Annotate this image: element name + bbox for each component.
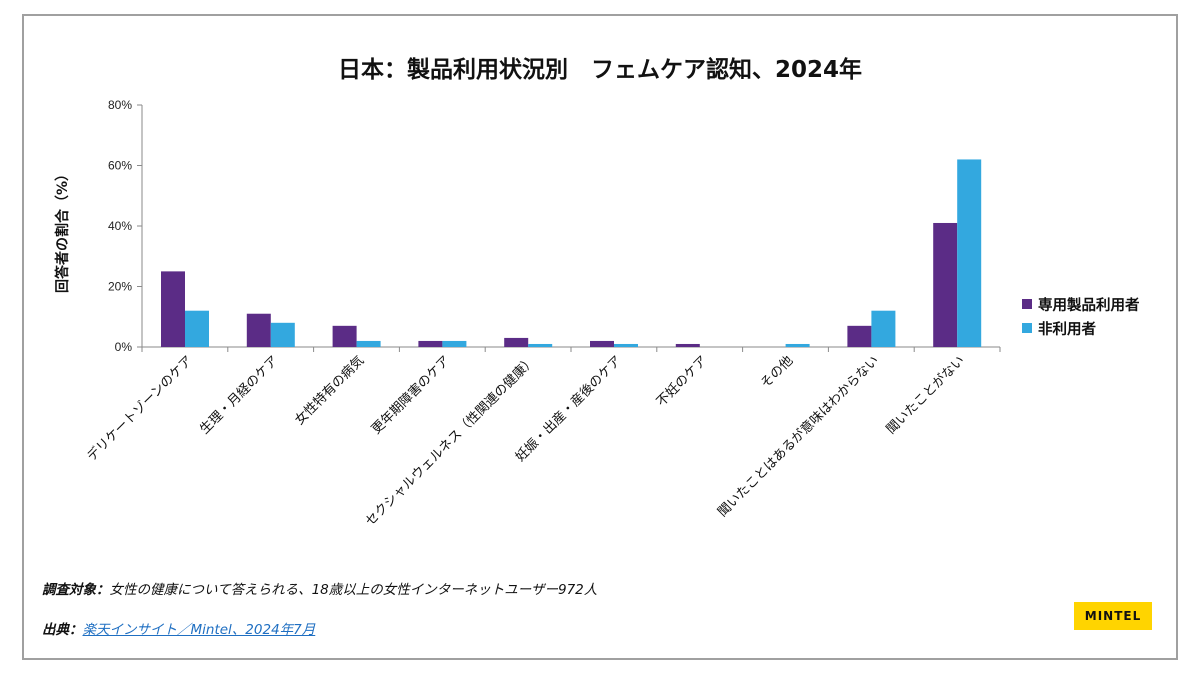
mintel-logo: MINTEL — [1074, 602, 1152, 630]
x-category-label: 聞いたことはあるが意味はわからない — [715, 353, 883, 521]
legend-label-nonusers: 非利用者 — [1038, 321, 1096, 338]
bar-nonusers — [270, 322, 295, 347]
survey-note-label: 調査対象： — [42, 582, 110, 598]
bar-users — [847, 325, 872, 347]
bar-users — [675, 343, 700, 347]
y-tick-label: 0% — [115, 340, 133, 354]
bar-users — [590, 340, 614, 347]
bar-nonusers — [185, 310, 209, 347]
x-category-label: 女性特有の病気 — [292, 353, 368, 429]
legend-item-nonusers: 非利用者 — [1022, 316, 1140, 340]
bar-nonusers — [442, 340, 467, 347]
x-category-label: 更年期障害のケア — [368, 353, 453, 438]
bar-nonusers — [871, 310, 896, 347]
x-category-label: 聞いたことがない — [884, 353, 968, 437]
y-tick-labels: 0% 20% 40% 60% 80% — [108, 98, 132, 354]
bar-nonusers — [957, 159, 982, 347]
x-category-label: 生理・月経のケア — [197, 353, 281, 437]
bar-users — [246, 313, 271, 347]
x-category-label: セクシャルウェルネス（性関連の健康） — [362, 353, 539, 530]
bar-nonusers — [528, 343, 553, 347]
bar-users — [161, 271, 185, 347]
bar-nonusers — [785, 343, 810, 347]
legend-label-users: 専用製品利用者 — [1038, 297, 1140, 314]
survey-note-text: 女性の健康について答えられる、18歳以上の女性インターネットユーザー972人 — [109, 582, 598, 598]
legend-item-users: 専用製品利用者 — [1022, 292, 1140, 316]
x-category-label: 不妊のケア — [654, 353, 711, 410]
y-tick-label: 60% — [108, 159, 132, 173]
source-link[interactable]: 楽天インサイト／Mintel、2024年7月 — [82, 622, 316, 638]
x-category-labels: デリケートゾーンのケア 生理・月経のケア 女性特有の病気 更年期障害のケアセクシャルウ… — [84, 353, 968, 530]
chart-title: 日本：製品利用状況別 フェムケア認知、2024年 — [337, 57, 862, 83]
y-tick-label: 20% — [108, 280, 132, 294]
legend: 専用製品利用者 非利用者 — [1022, 292, 1140, 340]
y-tick-label: 40% — [108, 219, 132, 233]
x-category-label: デリケートゾーンのケア — [84, 353, 196, 465]
survey-note: 調査対象：女性の健康について答えられる、18歳以上の女性インターネットユーザー9… — [42, 578, 597, 598]
source-label: 出典： — [42, 622, 83, 638]
bar-nonusers — [614, 343, 638, 347]
bar-users — [418, 340, 443, 347]
bar-users — [933, 222, 958, 347]
bar-nonusers — [356, 340, 381, 347]
bars — [161, 159, 982, 347]
chart-frame — [22, 14, 1178, 660]
bar-users — [504, 337, 529, 347]
source-line: 出典：楽天インサイト／Mintel、2024年7月 — [42, 618, 315, 638]
legend-swatch-users — [1022, 299, 1032, 309]
y-tick-label: 80% — [108, 98, 132, 112]
bar-users — [332, 325, 357, 347]
x-category-label: その他 — [758, 353, 796, 391]
legend-swatch-nonusers — [1022, 323, 1032, 333]
